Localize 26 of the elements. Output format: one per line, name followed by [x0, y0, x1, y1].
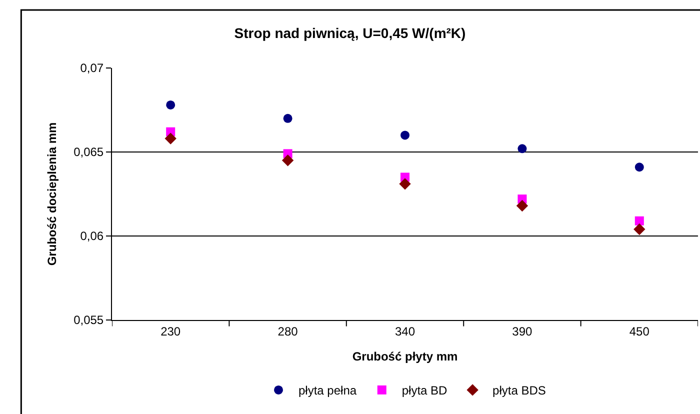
- point: [166, 100, 176, 110]
- point: [164, 132, 176, 144]
- point: [399, 178, 411, 190]
- y-tick-label: 0,055: [74, 313, 104, 328]
- point: [400, 130, 410, 140]
- legend-label: płyta BD: [402, 384, 448, 398]
- point: [516, 200, 528, 212]
- point: [518, 144, 527, 154]
- legend-label: płyta BDS: [492, 384, 546, 398]
- point: [634, 216, 644, 226]
- point: [283, 114, 292, 123]
- point: [634, 223, 646, 236]
- x-axis-title: Grubość płyty mm: [352, 349, 458, 364]
- legend-label: płyta pełna: [298, 384, 357, 398]
- y-tick-label: 0,07: [80, 61, 104, 76]
- x-tick-label: 230: [160, 324, 181, 338]
- chart-title: Strop nad piwnicą, U=0,45 W/(m²K): [234, 25, 466, 42]
- x-tick-label: 450: [629, 324, 650, 338]
- y-axis-title: Grubość docieplenia mm: [44, 122, 59, 266]
- y-tick-label: 0,065: [74, 145, 104, 160]
- y-tick-label: 0,06: [80, 229, 104, 244]
- point: [634, 162, 644, 172]
- x-tick-label: 340: [394, 324, 416, 338]
- x-tick-label: 280: [278, 324, 298, 338]
- x-tick-label: 390: [512, 324, 533, 338]
- point: [282, 154, 294, 166]
